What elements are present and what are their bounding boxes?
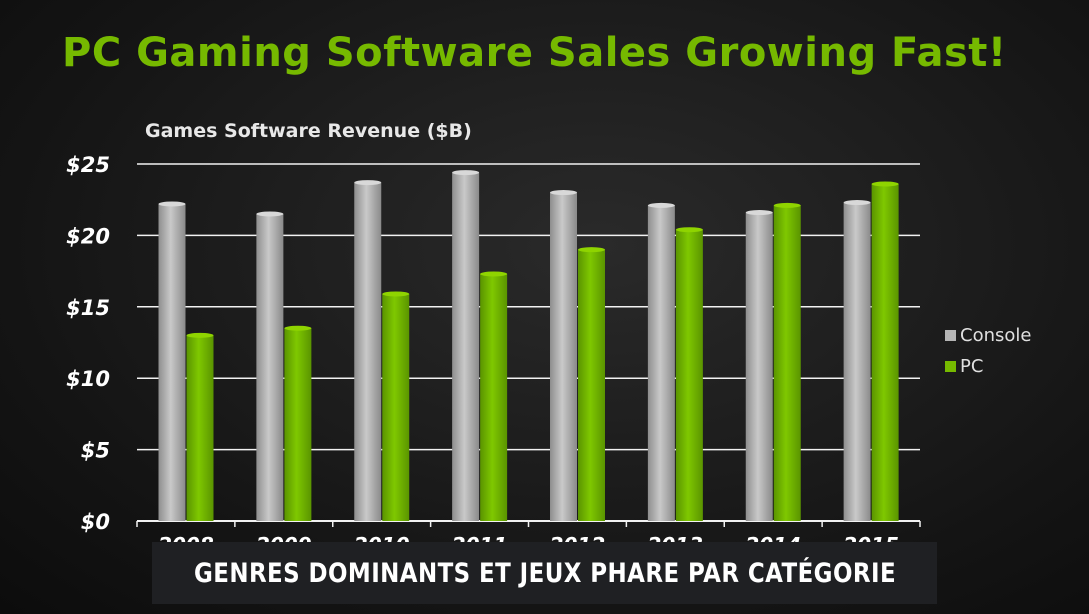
bar-pc-cap (578, 247, 605, 253)
y-tick-label: $5 (81, 439, 110, 463)
bar-console (256, 213, 284, 522)
bar-pc-cap (284, 325, 312, 331)
bar-console (550, 192, 577, 521)
legend-item-pc: PC (945, 356, 1031, 377)
legend: Console PC (945, 325, 1031, 387)
bar-console-cap (354, 180, 382, 186)
bar-console-cap (550, 190, 577, 196)
bar-pc (186, 335, 214, 521)
bar-pc (382, 293, 410, 521)
bar-pc (773, 205, 801, 522)
legend-swatch-console (945, 330, 956, 341)
bar-console (158, 203, 186, 521)
legend-item-console: Console (945, 325, 1031, 346)
bar-pc-cap (773, 202, 801, 208)
legend-swatch-pc (945, 361, 956, 372)
bar-console (452, 172, 480, 521)
chart-title: Games Software Revenue ($B) (145, 120, 472, 142)
slide-title: PC Gaming Software Sales Growing Fast! (62, 30, 1007, 76)
bar-pc-cap (480, 271, 508, 277)
bar-pc (871, 183, 899, 521)
caption-banner: GENRES DOMINANTS ET JEUX PHARE PAR CATÉG… (152, 542, 937, 604)
y-tick-label: $15 (66, 296, 110, 320)
bar-pc-cap (871, 181, 899, 187)
legend-label-pc: PC (960, 356, 984, 377)
legend-label-console: Console (960, 325, 1032, 346)
y-tick-label: $25 (66, 153, 110, 177)
bar-console-cap (745, 210, 773, 216)
bar-console (745, 212, 773, 521)
bar-pc-cap (382, 291, 410, 297)
bar-pc (675, 229, 703, 522)
bar-console-cap (158, 201, 186, 207)
y-tick-label: $20 (66, 224, 110, 248)
bar-pc-cap (675, 227, 703, 233)
bar-console (647, 205, 675, 522)
bar-console-cap (647, 202, 675, 208)
bar-console-cap (256, 211, 284, 217)
bar-console-cap (452, 170, 480, 176)
bar-pc (284, 328, 312, 521)
bars (158, 170, 899, 522)
bar-console-cap (843, 200, 871, 206)
bar-pc-cap (186, 332, 214, 338)
bar-console (843, 202, 871, 521)
y-tick-label: $0 (81, 510, 110, 534)
bar-console (354, 182, 382, 521)
gridlines (136, 163, 921, 527)
caption-text: GENRES DOMINANTS ET JEUX PHARE PAR CATÉG… (193, 557, 896, 589)
bar-pc (480, 273, 508, 521)
y-tick-label: $10 (66, 367, 110, 391)
bar-pc (578, 249, 605, 521)
y-axis-labels: $0 $5 $10 $15 $20 $25 (66, 153, 110, 534)
